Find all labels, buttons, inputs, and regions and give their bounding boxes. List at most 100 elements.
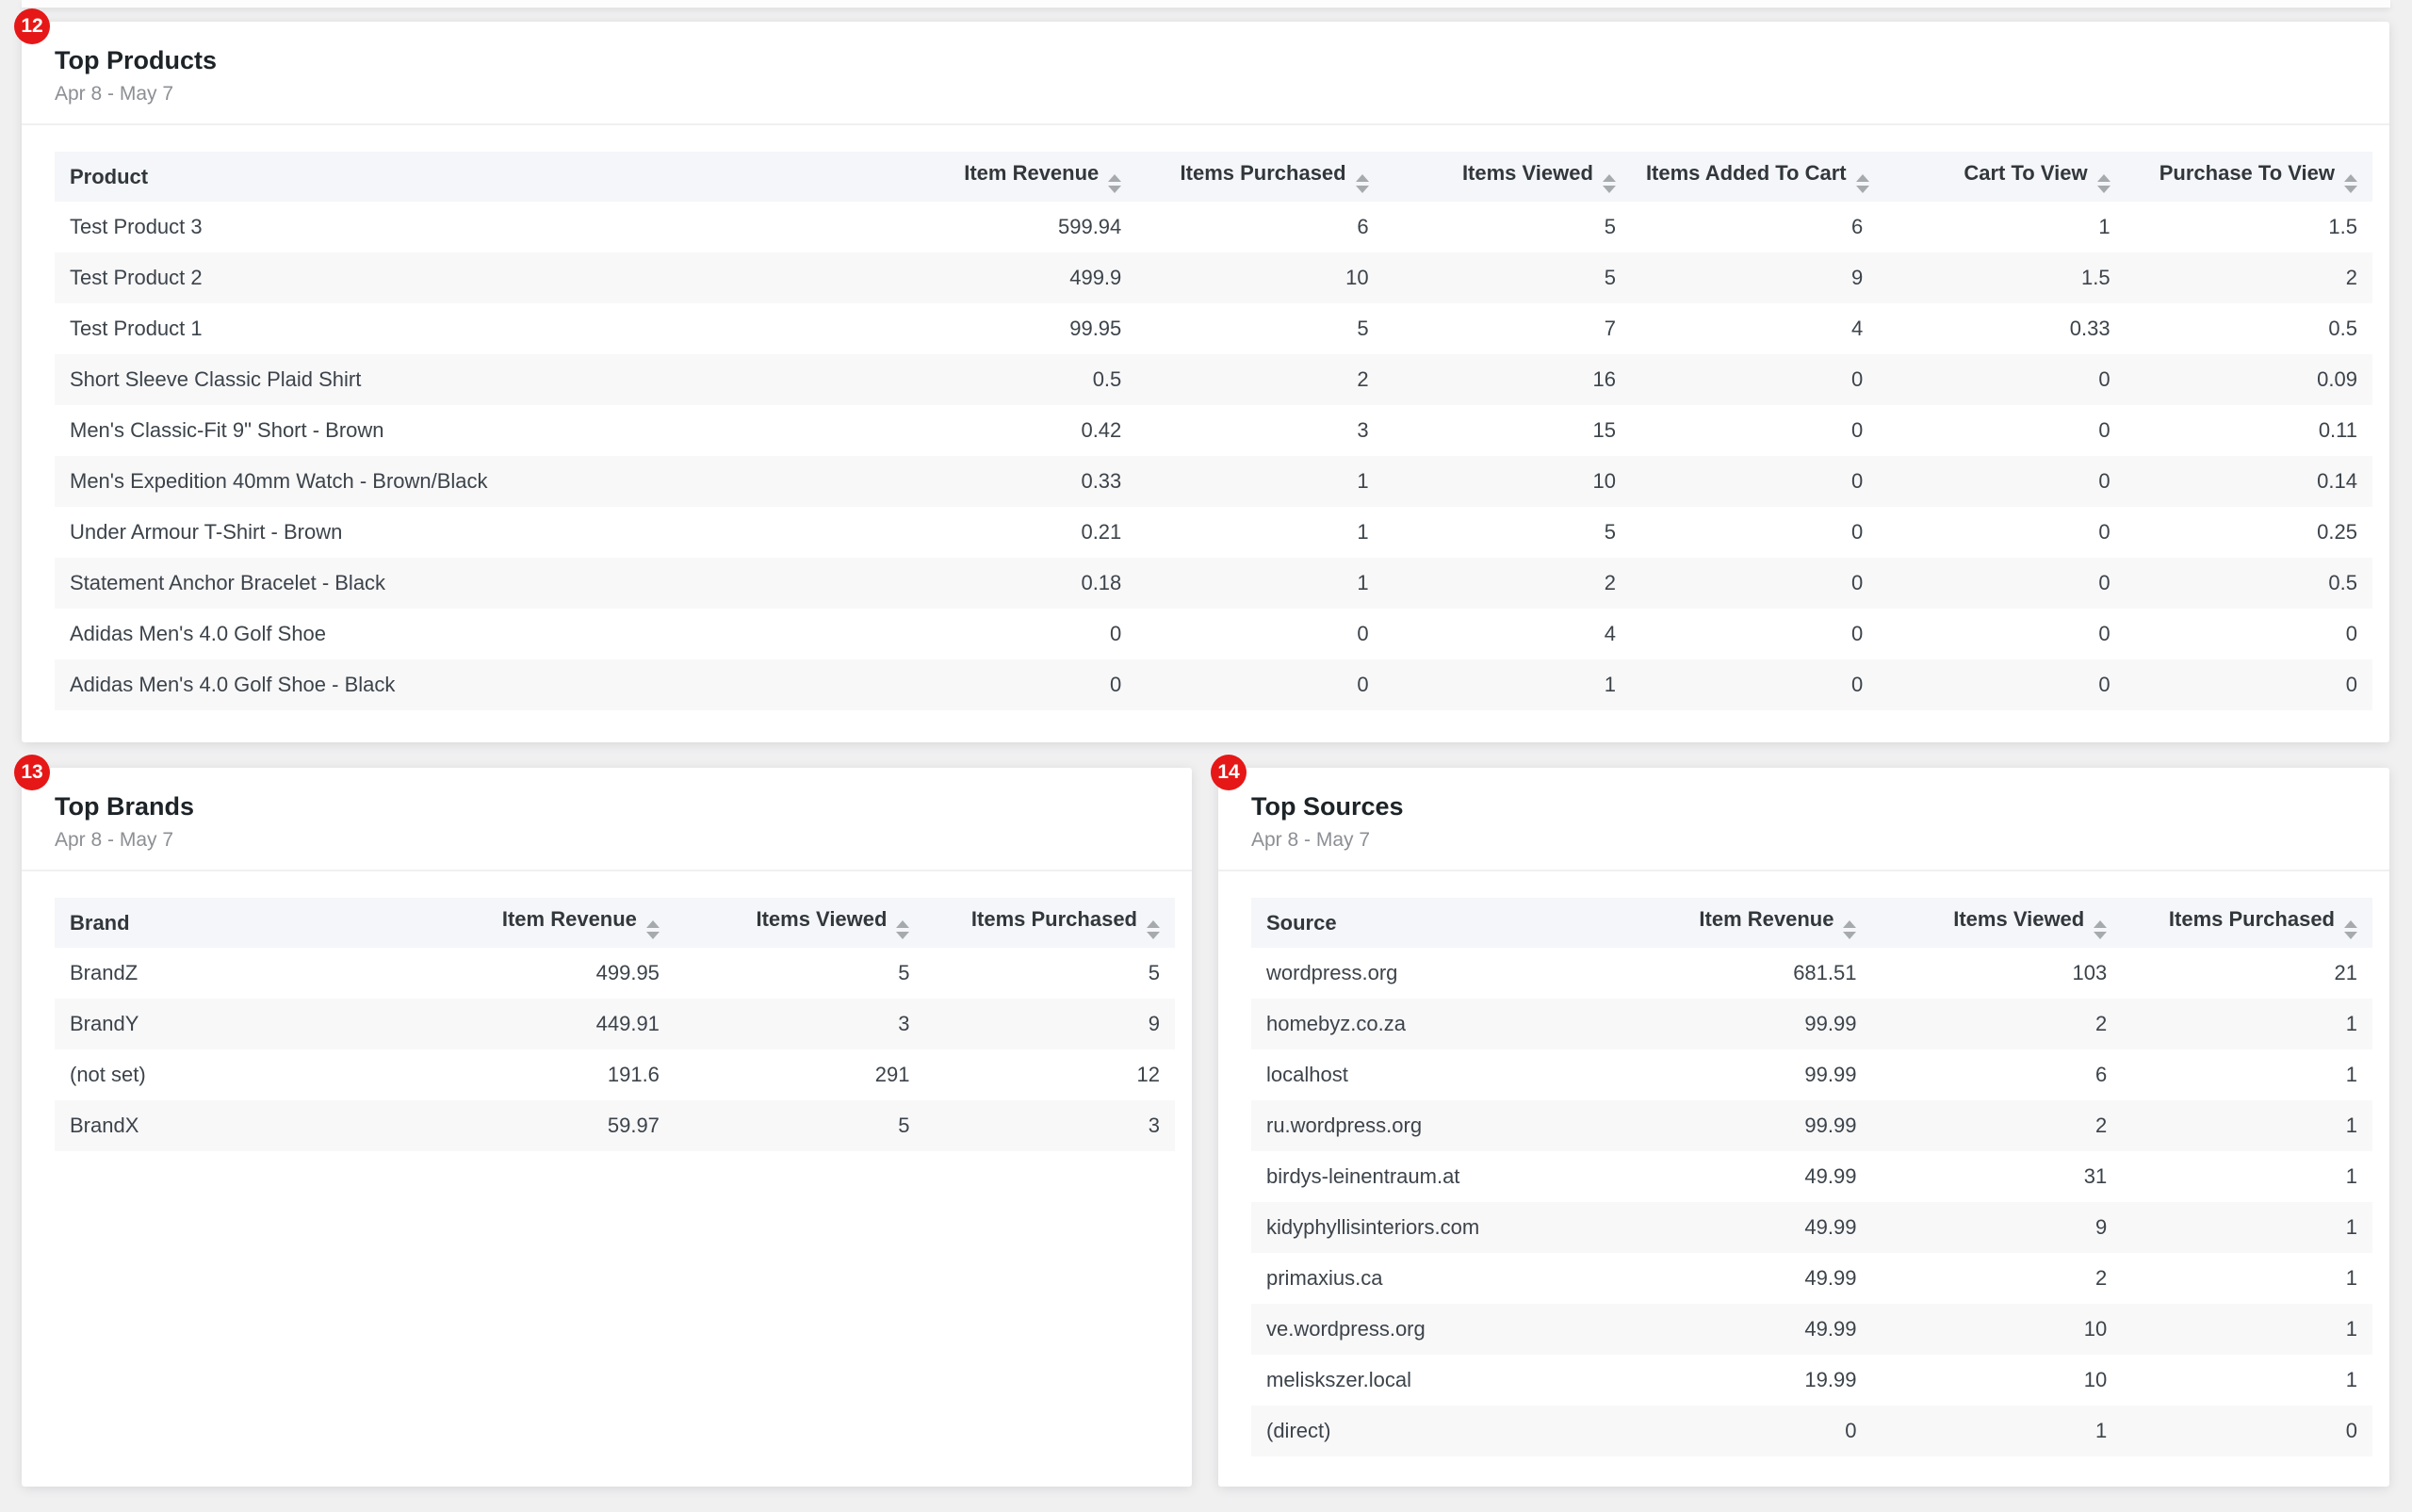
value-cell: 49.99 — [1621, 1202, 1872, 1253]
column-label: Items Viewed — [1953, 906, 2085, 931]
name-cell: Statement Anchor Bracelet - Black — [55, 558, 889, 609]
column-header-items-purchased[interactable]: Items Purchased — [1136, 152, 1384, 202]
value-cell: 5 — [674, 948, 925, 999]
column-header-brand: Brand — [55, 898, 425, 948]
annotation-badge-14: 14 — [1211, 755, 1247, 790]
value-cell: 0.21 — [888, 507, 1137, 558]
name-cell: BrandZ — [55, 948, 425, 999]
sort-icon — [2344, 919, 2357, 939]
value-cell: 5 — [924, 948, 1175, 999]
value-cell: 4 — [1383, 609, 1631, 659]
value-cell: 99.99 — [1621, 1049, 1872, 1100]
date-range-label: Apr 8 - May 7 — [55, 829, 174, 851]
name-cell: (direct) — [1251, 1406, 1622, 1456]
card-title: Top Sources — [1251, 792, 1404, 821]
value-cell: 0 — [1878, 354, 2126, 405]
table-row: Short Sleeve Classic Plaid Shirt 0.5 2 16 0 0… — [55, 354, 2372, 405]
card-header: Top Brands Apr 8 - May 7 — [22, 768, 1192, 871]
column-header-purchase-to-view[interactable]: Purchase To View — [2125, 152, 2372, 202]
column-header-item-revenue[interactable]: Item Revenue — [1621, 898, 1872, 948]
table-row: (direct) 0 1 0 — [1251, 1406, 2372, 1456]
name-cell: meliskszer.local — [1251, 1355, 1622, 1406]
value-cell: 6 — [1136, 202, 1384, 252]
annotation-badge-13: 13 — [14, 755, 50, 790]
value-cell: 59.97 — [424, 1100, 675, 1151]
value-cell: 103 — [1871, 948, 2123, 999]
value-cell: 0.14 — [2125, 456, 2372, 507]
column-header-items-viewed[interactable]: Items Viewed — [1383, 152, 1631, 202]
name-cell: Men's Classic-Fit 9" Short - Brown — [55, 405, 889, 456]
previous-row-card-edge — [22, 0, 2390, 8]
sort-icon — [645, 919, 660, 939]
column-header-product: Product — [55, 152, 889, 202]
table-row: Adidas Men's 4.0 Golf Shoe - Black 0 0 1 0 0 0 — [55, 659, 2372, 710]
card-header: Top Products Apr 8 - May 7 — [22, 22, 2389, 125]
table-row: kidyphyllisinteriors.com 49.99 9 1 — [1251, 1202, 2372, 1253]
table-row: ru.wordpress.org 99.99 2 1 — [1251, 1100, 2372, 1151]
column-label: Items Added To Cart — [1645, 160, 1847, 185]
name-cell: Test Product 2 — [55, 252, 889, 303]
name-cell: BrandY — [55, 999, 425, 1049]
sort-icon — [1855, 173, 1869, 193]
value-cell: 31 — [1871, 1151, 2123, 1202]
value-cell: 2 — [1136, 354, 1384, 405]
column-header-cart-to-view[interactable]: Cart To View — [1878, 152, 2126, 202]
value-cell: 0.09 — [2125, 354, 2372, 405]
name-cell: BrandX — [55, 1100, 425, 1151]
sort-icon — [1108, 173, 1122, 193]
column-header-items-viewed[interactable]: Items Viewed — [674, 898, 925, 948]
top-sources-table: Source Item Revenue Items Viewed Items Purc… — [1251, 898, 2372, 1456]
value-cell: 0.33 — [1878, 303, 2126, 354]
value-cell: 6 — [1871, 1049, 2123, 1100]
sort-icon — [1602, 173, 1616, 193]
column-label: Items Purchased — [1180, 160, 1346, 185]
value-cell: 449.91 — [424, 999, 675, 1049]
value-cell: 0 — [1621, 1406, 1872, 1456]
sort-icon — [1147, 919, 1160, 939]
value-cell: 10 — [1871, 1304, 2123, 1355]
value-cell: 2 — [1871, 1100, 2123, 1151]
column-header-item-revenue[interactable]: Item Revenue — [888, 152, 1137, 202]
column-header-items-added-to-cart[interactable]: Items Added To Cart — [1630, 152, 1879, 202]
table-row: Statement Anchor Bracelet - Black 0.18 1 2 0… — [55, 558, 2372, 609]
top-brands-table: Brand Item Revenue Items Viewed Items Purch… — [55, 898, 1175, 1151]
value-cell: 0.11 — [2125, 405, 2372, 456]
value-cell: 0 — [1630, 609, 1879, 659]
sort-icon — [2344, 173, 2357, 193]
column-label: Items Viewed — [756, 906, 888, 931]
column-label: Item Revenue — [501, 906, 637, 931]
column-header-items-purchased[interactable]: Items Purchased — [2122, 898, 2372, 948]
column-header-items-purchased[interactable]: Items Purchased — [924, 898, 1175, 948]
table-row: Under Armour T-Shirt - Brown 0.21 1 5 0 0 0.25 — [55, 507, 2372, 558]
value-cell: 0 — [1630, 659, 1879, 710]
column-header-item-revenue[interactable]: Item Revenue — [424, 898, 675, 948]
name-cell: Adidas Men's 4.0 Golf Shoe — [55, 609, 889, 659]
value-cell: 1.5 — [2125, 202, 2372, 252]
column-label: Brand — [70, 910, 130, 935]
column-label: Items Viewed — [1461, 160, 1593, 185]
table-row: (not set) 191.6 291 12 — [55, 1049, 1175, 1100]
value-cell: 499.9 — [888, 252, 1137, 303]
sort-icon — [1843, 919, 1857, 939]
name-cell: primaxius.ca — [1251, 1253, 1622, 1304]
value-cell: 5 — [1383, 202, 1631, 252]
table-row: birdys-leinentraum.at 49.99 31 1 — [1251, 1151, 2372, 1202]
card-body: Brand Item Revenue Items Viewed Items Purch… — [22, 871, 1192, 1151]
date-range-label: Apr 8 - May 7 — [55, 83, 174, 105]
value-cell: 1 — [2122, 1355, 2372, 1406]
name-cell: wordpress.org — [1251, 948, 1622, 999]
value-cell: 10 — [1871, 1355, 2123, 1406]
value-cell: 0.25 — [2125, 507, 2372, 558]
value-cell: 4 — [1630, 303, 1879, 354]
value-cell: 0 — [888, 609, 1137, 659]
column-header-items-viewed[interactable]: Items Viewed — [1871, 898, 2123, 948]
column-label: Cart To View — [1964, 160, 2088, 185]
value-cell: 2 — [1383, 558, 1631, 609]
value-cell: 0 — [1630, 354, 1879, 405]
value-cell: 1 — [2122, 1049, 2372, 1100]
name-cell: ve.wordpress.org — [1251, 1304, 1622, 1355]
table-row: Test Product 2 499.9 10 5 9 1.5 2 — [55, 252, 2372, 303]
value-cell: 99.95 — [888, 303, 1137, 354]
value-cell: 2 — [2125, 252, 2372, 303]
value-cell: 2 — [1871, 1253, 2123, 1304]
